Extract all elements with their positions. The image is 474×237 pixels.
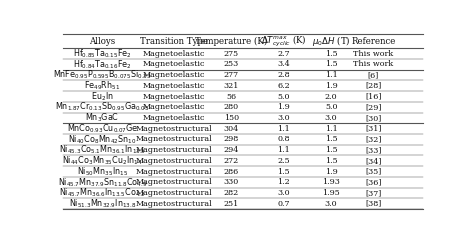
Text: $\mathrm{Ni_{45.3}Co_{5.1}Mn_{36.1}In_{13.5}}$: $\mathrm{Ni_{45.3}Co_{5.1}Mn_{36.1}In_{1… [59, 144, 146, 156]
Text: $\mathrm{Ni_{44}Co_3Mn_{35}Cu_2In_{14}}$: $\mathrm{Ni_{44}Co_3Mn_{35}Cu_2In_{14}}$ [63, 155, 143, 167]
Text: Temperature (K): Temperature (K) [195, 36, 267, 46]
Text: 150: 150 [224, 114, 239, 122]
Text: [37]: [37] [365, 189, 382, 197]
Text: [35]: [35] [365, 168, 382, 176]
Text: $\mathrm{Mn_{1.87}Cr_{0.13}Sb_{0.95}Ga_{0.05}}$: $\mathrm{Mn_{1.87}Cr_{0.13}Sb_{0.95}Ga_{… [55, 101, 150, 114]
Text: Magnetostructural: Magnetostructural [135, 157, 212, 165]
Text: 1.1: 1.1 [325, 125, 337, 133]
Text: 304: 304 [224, 125, 239, 133]
Text: 298: 298 [224, 135, 239, 143]
Text: [28]: [28] [365, 82, 382, 90]
Text: 3.0: 3.0 [325, 114, 337, 122]
Text: $\mathrm{Ni_{45.7}Mn_{37.9}Sn_{11.8}Co_{4.9}}$: $\mathrm{Ni_{45.7}Mn_{37.9}Sn_{11.8}Co_{… [58, 176, 147, 189]
Text: 286: 286 [224, 168, 239, 176]
Text: This work: This work [353, 50, 393, 58]
Text: 2.0: 2.0 [325, 92, 337, 100]
Text: [6]: [6] [368, 71, 379, 79]
Text: $\mathrm{Fe_{49}Rh_{51}}$: $\mathrm{Fe_{49}Rh_{51}}$ [84, 80, 121, 92]
Text: 1.93: 1.93 [322, 178, 340, 186]
Text: [33]: [33] [365, 146, 382, 154]
Text: $\mathrm{Hf_{0.84}Ta_{0.16}Fe_2}$: $\mathrm{Hf_{0.84}Ta_{0.16}Fe_2}$ [73, 58, 132, 71]
Text: 1.5: 1.5 [277, 168, 290, 176]
Text: 1.5: 1.5 [325, 135, 337, 143]
Text: 3.0: 3.0 [277, 114, 290, 122]
Text: 1.2: 1.2 [277, 178, 290, 186]
Text: 6.2: 6.2 [277, 82, 290, 90]
Text: 282: 282 [224, 189, 239, 197]
Text: [38]: [38] [365, 200, 382, 208]
Text: Magnetoelastic: Magnetoelastic [142, 114, 205, 122]
Text: 1.1: 1.1 [277, 146, 290, 154]
Text: Magnetostructural: Magnetostructural [135, 189, 212, 197]
Text: 5.0: 5.0 [277, 92, 290, 100]
Text: Alloys: Alloys [90, 36, 116, 46]
Text: Transition Type: Transition Type [139, 36, 208, 46]
Text: $\mu_0\Delta H$ (T): $\mu_0\Delta H$ (T) [312, 34, 350, 48]
Text: $\mathrm{Ni_{50}Mn_{35}In_{15}}$: $\mathrm{Ni_{50}Mn_{35}In_{15}}$ [77, 165, 128, 178]
Text: [36]: [36] [365, 178, 382, 186]
Text: [30]: [30] [365, 114, 382, 122]
Text: 1.9: 1.9 [325, 82, 337, 90]
Text: Magnetoelastic: Magnetoelastic [142, 71, 205, 79]
Text: 1.95: 1.95 [322, 189, 340, 197]
Text: 56: 56 [226, 92, 236, 100]
Text: 330: 330 [224, 178, 239, 186]
Text: 1.5: 1.5 [325, 50, 337, 58]
Text: 2.7: 2.7 [277, 50, 290, 58]
Text: 294: 294 [224, 146, 239, 154]
Text: 272: 272 [224, 157, 239, 165]
Text: 1.1: 1.1 [325, 71, 337, 79]
Text: $\mathrm{Ni_{40}Co_8Mn_{42}Sn_{10}}$: $\mathrm{Ni_{40}Co_8Mn_{42}Sn_{10}}$ [68, 133, 137, 146]
Text: This work: This work [353, 60, 393, 68]
Text: Magnetoelastic: Magnetoelastic [142, 50, 205, 58]
Text: 253: 253 [224, 60, 239, 68]
Text: $\mathrm{Eu_2In}$: $\mathrm{Eu_2In}$ [91, 90, 114, 103]
Text: 1.5: 1.5 [325, 146, 337, 154]
Text: 3.0: 3.0 [277, 189, 290, 197]
Text: Magnetostructural: Magnetostructural [135, 178, 212, 186]
Text: Magnetostructural: Magnetostructural [135, 125, 212, 133]
Text: 1.9: 1.9 [277, 103, 290, 111]
Text: Magnetostructural: Magnetostructural [135, 146, 212, 154]
Text: 321: 321 [224, 82, 239, 90]
Text: Magnetoelastic: Magnetoelastic [142, 103, 205, 111]
Text: 2.8: 2.8 [277, 71, 290, 79]
Text: Magnetostructural: Magnetostructural [135, 200, 212, 208]
Text: 3.4: 3.4 [277, 60, 290, 68]
Text: Reference: Reference [351, 36, 396, 46]
Text: Magnetoelastic: Magnetoelastic [142, 82, 205, 90]
Text: [32]: [32] [365, 135, 382, 143]
Text: $\mathrm{Ni_{45.7}Mn_{36.6}In_{13.5}Co_{4.2}}$: $\mathrm{Ni_{45.7}Mn_{36.6}In_{13.5}Co_{… [59, 187, 146, 199]
Text: Magnetostructural: Magnetostructural [135, 168, 212, 176]
Text: 0.8: 0.8 [277, 135, 290, 143]
Text: $\mathrm{MnFe_{0.95}P_{0.595}B_{0.075}Si_{0.33}}$: $\mathrm{MnFe_{0.95}P_{0.595}B_{0.075}Si… [53, 69, 152, 81]
Text: [29]: [29] [365, 103, 382, 111]
Text: Magnetostructural: Magnetostructural [135, 135, 212, 143]
Text: [34]: [34] [365, 157, 382, 165]
Text: $\mathrm{MnCo_{0.93}Cu_{0.07}Ge}$: $\mathrm{MnCo_{0.93}Cu_{0.07}Ge}$ [67, 123, 138, 135]
Text: $\mathrm{Hf_{0.85}Ta_{0.15}Fe_2}$: $\mathrm{Hf_{0.85}Ta_{0.15}Fe_2}$ [73, 47, 132, 60]
Text: $\mathrm{Mn_3GaC}$: $\mathrm{Mn_3GaC}$ [85, 112, 119, 124]
Text: 1.5: 1.5 [325, 157, 337, 165]
Text: 277: 277 [224, 71, 239, 79]
Text: 280: 280 [224, 103, 239, 111]
Text: Magnetoelastic: Magnetoelastic [142, 60, 205, 68]
Text: 2.5: 2.5 [277, 157, 290, 165]
Text: 3.0: 3.0 [325, 200, 337, 208]
Text: $\mathrm{Ni_{51.3}Mn_{32.9}In_{13.8}}$: $\mathrm{Ni_{51.3}Mn_{32.9}In_{13.8}}$ [69, 197, 136, 210]
Text: 251: 251 [224, 200, 239, 208]
Text: 275: 275 [224, 50, 239, 58]
Text: 0.7: 0.7 [277, 200, 290, 208]
Text: 1.9: 1.9 [325, 168, 337, 176]
Text: Magnetoelastic: Magnetoelastic [142, 92, 205, 100]
Text: 1.5: 1.5 [325, 60, 337, 68]
Text: 5.0: 5.0 [325, 103, 337, 111]
Text: [16]: [16] [365, 92, 382, 100]
Text: [31]: [31] [365, 125, 382, 133]
Text: $\Delta T_{cyclic}^{max}$ (K): $\Delta T_{cyclic}^{max}$ (K) [261, 34, 306, 49]
Text: 1.1: 1.1 [277, 125, 290, 133]
